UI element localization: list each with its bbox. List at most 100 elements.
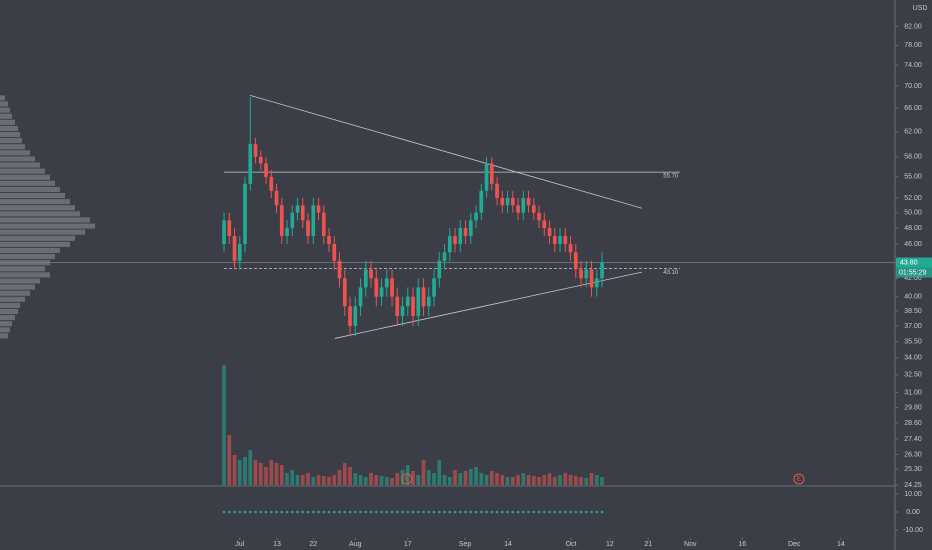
candle-body <box>227 220 232 237</box>
y-tick-label: 55.00 <box>904 174 922 181</box>
volume-bar <box>447 477 452 485</box>
indicator-dot <box>584 510 588 514</box>
candle-body <box>547 228 552 237</box>
volume-bar <box>390 478 394 485</box>
candle-body <box>500 197 505 206</box>
volume-profile-bar <box>0 168 45 174</box>
indicator-dot <box>469 510 473 514</box>
candle-body <box>573 252 578 270</box>
indicator-dot <box>406 510 410 514</box>
indicator-dot <box>464 510 467 514</box>
volume-bar <box>290 470 295 485</box>
level-label: 55.70 <box>663 174 679 180</box>
y-tick-label: 24.25 <box>904 482 922 489</box>
y-tick-label: 48.00 <box>904 225 922 232</box>
volume-profile-bar <box>0 223 95 229</box>
volume-profile-bar <box>0 247 60 254</box>
y-tick-label: 78.00 <box>904 42 922 49</box>
candle-body <box>237 244 242 261</box>
indicator-dot <box>338 510 341 514</box>
y-tick-label: 82.00 <box>904 23 922 30</box>
volume-bar <box>600 477 604 485</box>
candle-body <box>542 220 547 229</box>
y-tick-label: 34.00 <box>904 355 922 362</box>
volume-bar <box>269 460 274 485</box>
volume-bar <box>531 476 536 485</box>
volume-bar <box>358 475 363 485</box>
volume-bar <box>353 473 358 485</box>
level-label: 43.10 <box>663 270 679 276</box>
candle-body <box>552 236 557 245</box>
candle-body <box>411 296 415 316</box>
indicator-dot <box>448 510 452 514</box>
volume-bar <box>521 473 526 485</box>
y-tick-label: 52.00 <box>904 195 922 202</box>
indicator-dot <box>259 510 263 514</box>
y-tick-label: 29.80 <box>904 404 922 411</box>
y-tick-label: 42.00 <box>904 275 922 282</box>
y-tick-label: 40.00 <box>904 294 922 301</box>
volume-bar <box>405 465 410 485</box>
volume-profile-bar <box>0 235 75 241</box>
indicator-dot <box>327 510 331 514</box>
volume-bar <box>516 475 520 485</box>
volume-profile-bar <box>0 272 50 278</box>
indicator-dot <box>595 510 599 514</box>
candle-body <box>458 228 463 245</box>
candle-body <box>437 260 442 279</box>
volume-bar <box>537 477 541 485</box>
volume-bar <box>563 473 568 485</box>
y-tick-label: 26.30 <box>904 451 922 458</box>
volume-bar <box>300 475 305 485</box>
candle-body <box>374 278 379 297</box>
candle-body <box>479 190 484 213</box>
volume-profile-bar <box>0 138 22 144</box>
indicator-dot <box>521 510 525 514</box>
candle-body <box>379 287 384 297</box>
volume-profile-bar <box>0 266 45 272</box>
volume-profile-bar <box>0 241 70 247</box>
candle-body <box>300 205 305 221</box>
indicator-dot <box>600 510 604 514</box>
candle-body <box>600 262 604 279</box>
indicator-dot <box>532 510 536 514</box>
candle-body <box>295 205 300 213</box>
volume-profile-bar <box>0 125 18 131</box>
volume-bar <box>311 477 316 485</box>
candle-body <box>584 269 589 279</box>
volume-profile-bar <box>0 193 65 199</box>
volume-profile-bar <box>0 180 55 186</box>
candle-body <box>510 197 515 206</box>
volume-bar <box>384 477 389 485</box>
candle-body <box>248 144 253 184</box>
x-tick-label: Dec <box>788 541 801 548</box>
volume-profile-bar <box>0 186 60 193</box>
volume-bar <box>453 470 457 485</box>
y-tick-label: 66.00 <box>904 105 922 112</box>
volume-bar <box>279 465 284 485</box>
volume-profile-bar <box>0 229 85 235</box>
volume-profile-bar <box>0 162 40 168</box>
volume-bar <box>400 470 405 485</box>
volume-bar <box>348 467 352 485</box>
indicator-dot <box>227 510 231 514</box>
volume-bar <box>510 477 515 485</box>
indicator-dot <box>343 510 347 514</box>
indicator-dot <box>311 510 315 514</box>
candle-body <box>505 197 510 206</box>
indicator-dot <box>590 510 593 514</box>
candle-body <box>442 252 447 261</box>
countdown-box <box>896 267 932 278</box>
volume-profile-bar <box>0 321 12 327</box>
candle-body <box>390 278 394 297</box>
volume-profile-bar <box>0 296 25 302</box>
candle-body <box>264 163 268 177</box>
indicator-dot <box>563 510 567 514</box>
candle-body <box>269 176 274 191</box>
volume-bar <box>489 471 494 485</box>
volume-profile-bar <box>0 302 20 308</box>
x-tick-label: 14 <box>837 541 845 548</box>
indicator-dot <box>317 510 320 514</box>
candle-body <box>384 278 389 288</box>
indicator-dot <box>395 510 399 514</box>
